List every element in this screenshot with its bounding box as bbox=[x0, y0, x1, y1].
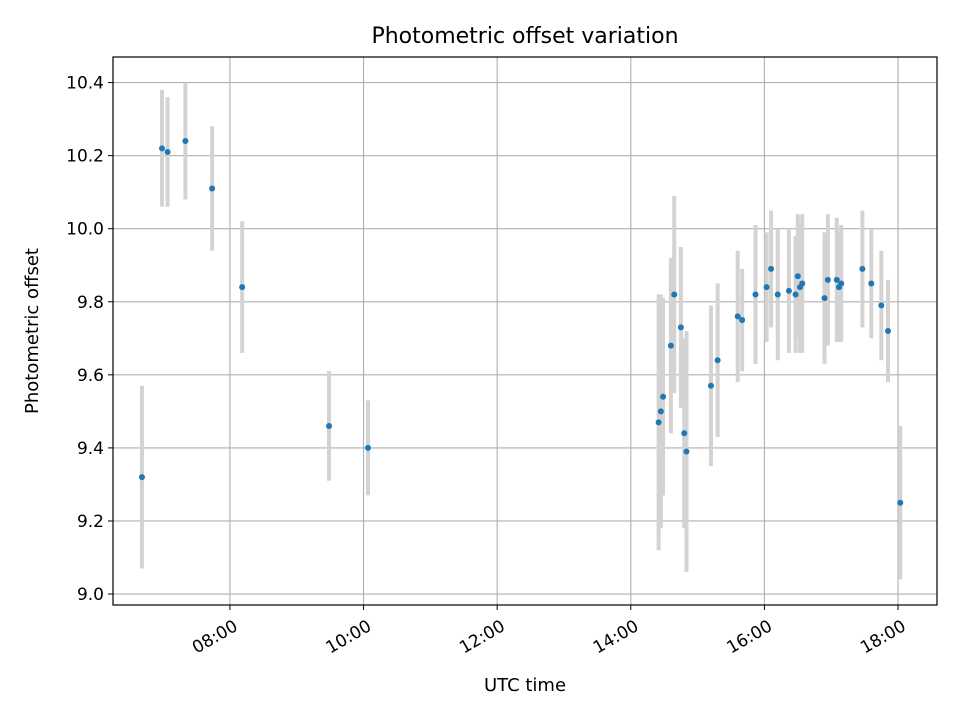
data-point bbox=[768, 265, 775, 272]
data-point bbox=[660, 393, 667, 400]
x-tick-label: 08:00 bbox=[189, 616, 241, 658]
data-point bbox=[655, 419, 662, 426]
x-axis-ticks: 08:00 10:00 12:00 14:00 16:00 18:00 bbox=[189, 605, 910, 658]
y-tick-label: 9.2 bbox=[77, 512, 104, 532]
data-point bbox=[838, 280, 845, 287]
plot-background bbox=[113, 57, 937, 605]
y-axis-label: Photometric offset bbox=[22, 248, 43, 414]
data-points bbox=[138, 138, 904, 506]
data-point bbox=[734, 313, 741, 320]
y-tick-label: 10.4 bbox=[66, 74, 104, 94]
data-point bbox=[714, 357, 721, 364]
data-point bbox=[792, 291, 799, 298]
data-point bbox=[677, 324, 684, 331]
x-tick-label: 12:00 bbox=[456, 616, 508, 658]
data-point bbox=[752, 291, 759, 298]
y-tick-label: 9.8 bbox=[77, 293, 104, 313]
data-point bbox=[164, 148, 171, 155]
data-point bbox=[859, 265, 866, 272]
x-tick-label: 18:00 bbox=[857, 616, 909, 658]
data-point bbox=[681, 430, 688, 437]
data-point bbox=[326, 422, 333, 429]
data-point bbox=[239, 284, 246, 291]
data-point bbox=[824, 276, 831, 283]
grid bbox=[113, 57, 937, 605]
data-point bbox=[885, 328, 892, 334]
data-point bbox=[182, 138, 189, 145]
x-tick-label: 16:00 bbox=[723, 616, 775, 658]
y-tick-label: 9.4 bbox=[77, 439, 104, 459]
data-point bbox=[821, 295, 828, 302]
data-point bbox=[878, 302, 885, 309]
data-point bbox=[785, 287, 792, 294]
y-tick-label: 10.0 bbox=[66, 220, 104, 240]
data-point bbox=[364, 444, 371, 451]
x-tick-label: 10:00 bbox=[323, 616, 375, 658]
data-point bbox=[833, 276, 840, 283]
data-point bbox=[683, 448, 690, 455]
data-point bbox=[707, 382, 714, 389]
data-point bbox=[657, 408, 664, 415]
data-point bbox=[897, 499, 904, 506]
data-point bbox=[671, 291, 678, 298]
data-point bbox=[739, 317, 746, 324]
data-point bbox=[667, 342, 674, 349]
y-tick-label: 9.6 bbox=[77, 366, 104, 386]
y-tick-label: 9.0 bbox=[77, 585, 104, 605]
data-point bbox=[158, 145, 165, 152]
data-point bbox=[209, 185, 216, 192]
chart-title: Photometric offset variation bbox=[371, 24, 678, 49]
x-axis-label: UTC time bbox=[484, 675, 566, 696]
x-tick-label: 14:00 bbox=[590, 616, 642, 658]
data-point bbox=[794, 273, 801, 280]
data-point bbox=[868, 280, 875, 287]
data-point bbox=[138, 474, 145, 481]
data-point bbox=[763, 284, 770, 291]
plot-frame bbox=[112, 56, 938, 606]
y-tick-label: 10.2 bbox=[66, 147, 104, 167]
y-axis-ticks: 9.0 9.2 9.4 9.6 9.8 10.0 10.2 10.4 bbox=[66, 74, 113, 605]
data-point bbox=[774, 291, 781, 298]
data-point bbox=[799, 280, 806, 287]
